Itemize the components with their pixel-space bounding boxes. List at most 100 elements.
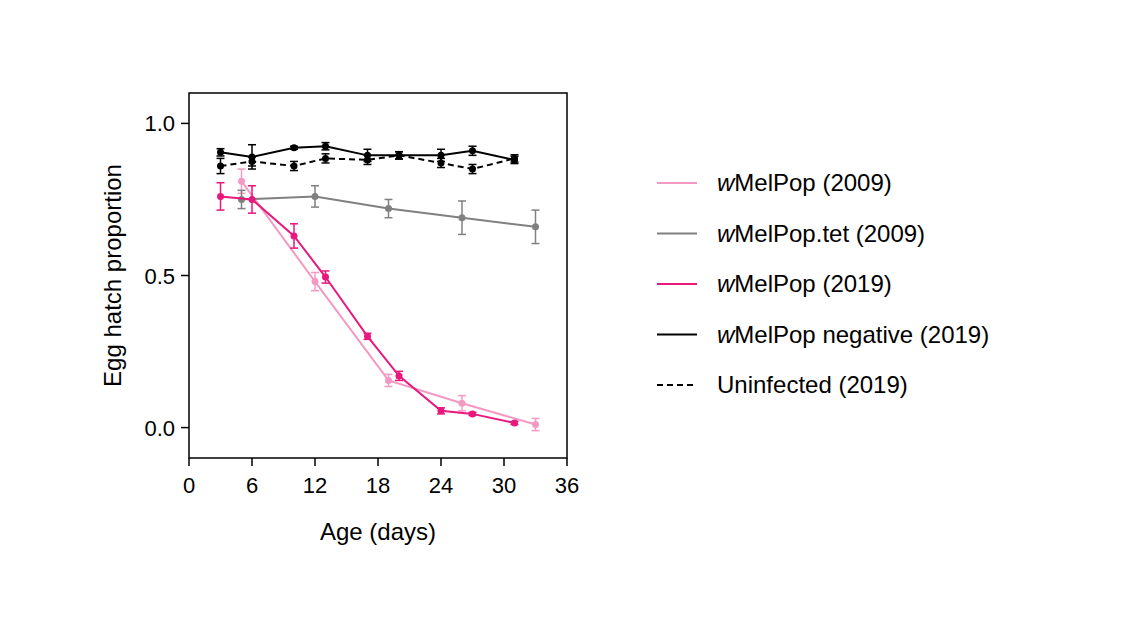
point (364, 333, 371, 340)
error-cap (311, 290, 319, 292)
error-cap (248, 144, 256, 146)
error-bar (248, 157, 256, 166)
error-cap (238, 168, 246, 170)
legend-italic: w (717, 321, 736, 348)
error-bar (395, 152, 403, 159)
error-cap (238, 190, 246, 192)
error-cap (290, 223, 298, 225)
point (385, 377, 392, 384)
error-cap (311, 206, 319, 208)
error-cap (532, 243, 540, 245)
error-cap (364, 155, 372, 157)
plot-frame (189, 93, 567, 458)
error-cap (458, 395, 466, 397)
error-bar (311, 272, 319, 290)
point (459, 400, 466, 407)
x-tick-label: 18 (366, 473, 390, 498)
error-bar (469, 164, 477, 173)
legend-label: wMelPop (2009) (717, 169, 892, 196)
legend-label: wMelPop (2019) (717, 270, 892, 297)
error-cap (248, 165, 256, 167)
error-cap (458, 234, 466, 236)
legend-rest: MelPop (2009) (734, 169, 891, 196)
point (396, 372, 403, 379)
point (459, 214, 466, 221)
error-cap (437, 167, 445, 169)
error-bar (469, 146, 477, 155)
error-bar (248, 186, 256, 213)
point (322, 274, 329, 281)
error-bar (290, 224, 298, 248)
error-bar (511, 155, 519, 162)
error-cap (437, 158, 445, 160)
error-bar (217, 149, 225, 156)
error-bar (437, 158, 445, 167)
error-cap (248, 185, 256, 187)
error-cap (290, 170, 298, 172)
y-tick-label: 0.0 (144, 416, 175, 441)
x-tick-label: 36 (555, 473, 579, 498)
error-cap (385, 199, 393, 201)
legend-swatch (657, 334, 697, 336)
error-cap (458, 410, 466, 412)
point (322, 155, 329, 162)
legend-label: wMelPop.tet (2009) (717, 220, 925, 247)
y-tick-label: 1.0 (144, 111, 175, 136)
series-line (242, 196, 536, 226)
point (249, 196, 256, 203)
error-bar (385, 374, 393, 386)
error-bar (322, 271, 330, 283)
legend-label: wMelPop negative (2019) (717, 321, 989, 348)
error-bar (290, 161, 298, 170)
error-cap (385, 374, 393, 376)
error-cap (217, 158, 225, 160)
x-tick (314, 458, 316, 466)
y-tick (181, 427, 189, 429)
error-bar (437, 408, 445, 414)
x-tick (251, 458, 253, 466)
error-bar (385, 199, 393, 217)
error-cap (385, 386, 393, 388)
point (291, 232, 298, 239)
legend-rest: MelPop (2019) (734, 270, 891, 297)
x-tick (440, 458, 442, 466)
error-cap (322, 162, 330, 164)
x-tick (377, 458, 379, 466)
error-cap (217, 182, 225, 184)
legend-italic: w (717, 169, 736, 196)
error-cap (290, 247, 298, 249)
error-bar (458, 201, 466, 234)
legend-italic: w (717, 270, 736, 297)
chart: 0612182430360.00.51.0Age (days)Egg hatch… (0, 0, 1128, 640)
error-bar (322, 154, 330, 163)
error-bar (311, 186, 319, 207)
error-cap (248, 156, 256, 158)
x-axis-label: Age (days) (320, 518, 436, 545)
x-tick-label: 12 (303, 473, 327, 498)
series-line (242, 181, 536, 424)
legend-swatch (657, 384, 697, 386)
y-tick (181, 123, 189, 125)
point (249, 158, 256, 165)
point (217, 163, 224, 170)
point (438, 407, 445, 414)
error-cap (469, 145, 477, 147)
x-tick (188, 458, 190, 466)
point (364, 156, 371, 163)
error-cap (311, 185, 319, 187)
error-cap (217, 209, 225, 211)
error-bar (458, 396, 466, 411)
error-bar (395, 371, 403, 380)
x-tick (503, 458, 505, 466)
error-cap (385, 217, 393, 219)
error-bar (532, 210, 540, 243)
point (511, 420, 518, 427)
point (312, 193, 319, 200)
error-cap (532, 418, 540, 420)
error-bar (395, 152, 403, 159)
point (291, 163, 298, 170)
error-bar (532, 418, 540, 430)
x-tick-label: 6 (246, 473, 258, 498)
point (238, 178, 245, 185)
point (396, 152, 403, 159)
